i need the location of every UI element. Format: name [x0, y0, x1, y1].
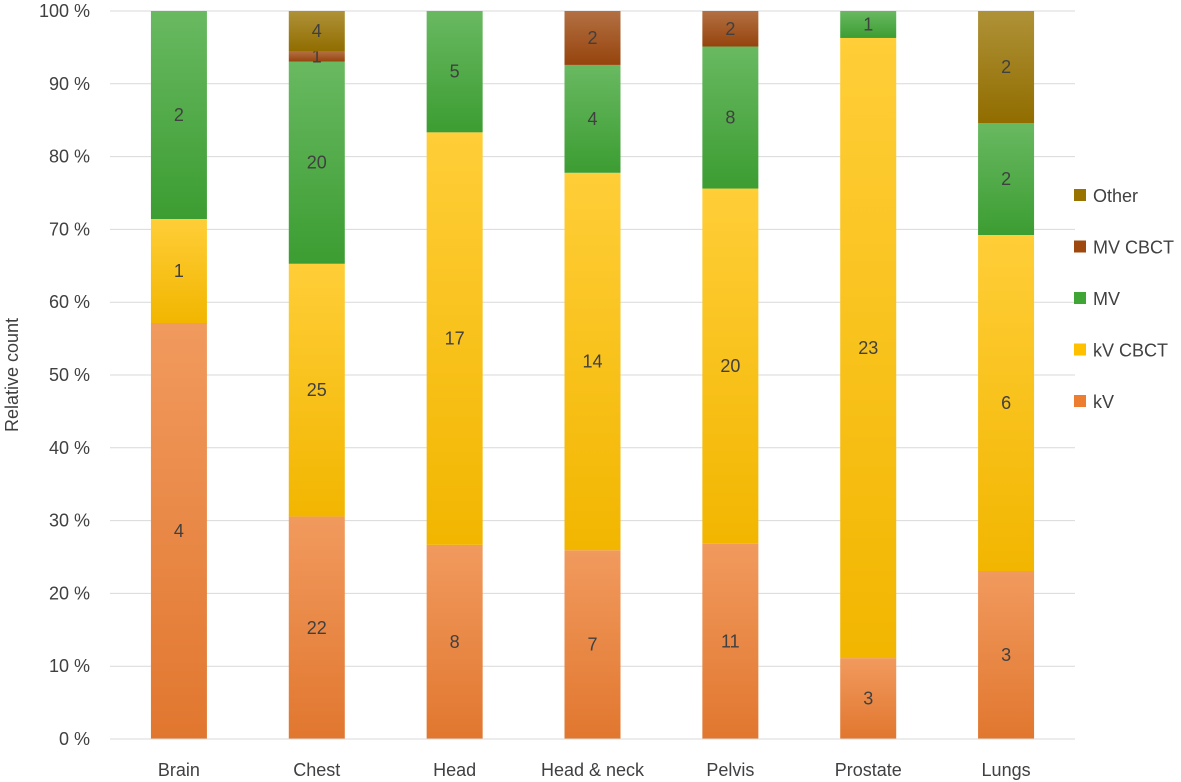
bar-segment-kv	[978, 571, 1035, 739]
legend-swatch	[1074, 292, 1086, 304]
bar-stack-chest: 22 25 20 1 4	[288, 11, 345, 739]
bar-segment-mv	[564, 64, 621, 173]
legend-label: MV	[1093, 289, 1120, 309]
data-label: 2	[1001, 169, 1011, 189]
bar-segment-mv	[288, 61, 345, 264]
x-category-label: Lungs	[982, 760, 1031, 780]
legend-label: MV CBCT	[1093, 238, 1174, 258]
legend: Other MV CBCT MV kV CBCT kV	[1074, 186, 1174, 412]
bar-segment-mv	[702, 46, 759, 189]
y-tick-label: 70 %	[49, 219, 90, 239]
data-label: 20	[720, 356, 740, 376]
y-axis-label: Relative count	[2, 318, 22, 432]
data-label: 1	[863, 14, 873, 34]
legend-item-mv-cbct: MV CBCT	[1074, 238, 1174, 258]
x-category-label: Pelvis	[706, 760, 754, 780]
data-label: 8	[450, 632, 460, 652]
x-category-label: Brain	[158, 760, 200, 780]
legend-label: kV	[1093, 392, 1114, 412]
data-label: 3	[1001, 645, 1011, 665]
bar-stack-pelvis: 11 20 8 2	[702, 11, 759, 739]
bar-segment-kv-cbct	[288, 263, 345, 517]
bar-segment-other	[288, 11, 345, 52]
bar-segment-kv	[702, 543, 759, 739]
bar-segment-kv	[288, 516, 345, 739]
y-tick-label: 20 %	[49, 583, 90, 603]
bar-segment-other	[978, 11, 1035, 123]
data-label: 1	[174, 261, 184, 281]
legend-item-kv: kV	[1074, 392, 1114, 412]
bar-segment-mv-cbct	[564, 11, 621, 65]
y-tick-label: 80 %	[49, 147, 90, 167]
legend-swatch	[1074, 189, 1086, 201]
legend-item-other: Other	[1074, 186, 1138, 206]
legend-swatch	[1074, 395, 1086, 407]
y-tick-label: 0 %	[59, 729, 90, 749]
bar-segment-kv	[150, 323, 207, 739]
data-label: 2	[587, 28, 597, 48]
y-tick-label: 30 %	[49, 511, 90, 531]
data-label: 2	[725, 19, 735, 39]
data-label: 5	[450, 62, 460, 82]
data-label: 20	[307, 153, 327, 173]
bar-segment-mv-cbct	[702, 11, 759, 47]
bar-segment-kv-cbct	[702, 188, 759, 544]
bar-segment-kv	[840, 658, 897, 739]
bar-segment-mv	[840, 11, 897, 38]
data-label: 1	[312, 47, 322, 67]
x-category-label: Head & neck	[541, 760, 645, 780]
data-label: 3	[863, 689, 873, 709]
data-label: 11	[721, 631, 740, 651]
data-label: 4	[312, 21, 322, 41]
data-label: 7	[587, 635, 597, 655]
y-tick-label: 100 %	[39, 1, 90, 21]
bar-segment-mv	[978, 123, 1035, 235]
bar-stack-head-neck: 7 14 4 2	[564, 11, 621, 739]
y-axis-ticks: 0 % 10 % 20 % 30 % 40 % 50 % 60 % 70 % 80 % 90 % 1…	[39, 1, 90, 749]
legend-label: kV CBCT	[1093, 341, 1168, 361]
data-label: 25	[307, 380, 327, 400]
bar-segment-kv	[564, 550, 621, 739]
bar-segment-mv	[150, 11, 207, 219]
legend-swatch	[1074, 240, 1086, 253]
legend-item-mv: MV	[1074, 289, 1120, 309]
bar-segment-mv-cbct	[288, 51, 345, 62]
x-axis-categories: Brain Chest Head Head & neck Pelvis Prostate L…	[158, 760, 1031, 780]
y-tick-label: 50 %	[49, 365, 90, 385]
x-category-label: Head	[433, 760, 476, 780]
bar-segment-kv	[426, 544, 483, 739]
legend-label: Other	[1093, 186, 1138, 206]
data-label: 4	[174, 521, 184, 541]
bar-segment-kv-cbct	[426, 132, 483, 545]
bar-segment-mv	[426, 11, 483, 133]
x-category-label: Prostate	[835, 760, 902, 780]
data-label: 2	[1001, 57, 1011, 77]
bar-stack-lungs: 3 6 2 2	[978, 11, 1035, 739]
data-label: 8	[725, 108, 735, 128]
data-label: 23	[858, 338, 878, 358]
data-label: 2	[174, 105, 184, 125]
y-tick-label: 90 %	[49, 74, 90, 94]
x-category-label: Chest	[293, 760, 340, 780]
data-label: 14	[582, 352, 602, 372]
y-tick-label: 60 %	[49, 292, 90, 312]
bar-stack-brain: 4 1 2	[150, 11, 207, 739]
bar-stack-head: 8 17 5	[426, 11, 483, 739]
data-label: 4	[587, 109, 597, 129]
legend-item-kv-cbct: kV CBCT	[1074, 341, 1168, 361]
bar-segment-kv-cbct	[978, 235, 1035, 571]
legend-swatch	[1074, 343, 1086, 356]
bar-segment-kv-cbct	[564, 172, 621, 551]
data-label: 6	[1001, 393, 1011, 413]
data-label: 22	[307, 618, 327, 638]
data-label: 17	[445, 329, 465, 349]
y-tick-label: 10 %	[49, 656, 90, 676]
bar-segment-kv-cbct	[150, 219, 207, 323]
bar-stack-prostate: 3 23 1	[840, 11, 897, 739]
bar-segment-kv-cbct	[840, 37, 897, 659]
y-tick-label: 40 %	[49, 438, 90, 458]
